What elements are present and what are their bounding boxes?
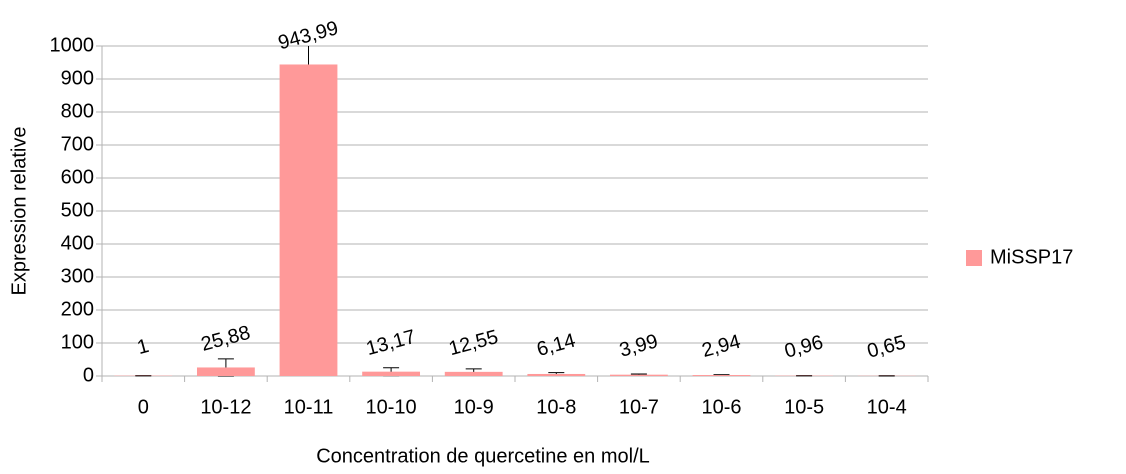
y-tick-label: 200 — [61, 298, 94, 320]
x-tick-label: 10-10 — [366, 396, 417, 418]
x-tick-label: 10-8 — [536, 396, 576, 418]
data-label: 6,14 — [534, 330, 577, 361]
y-tick-label: 1000 — [50, 34, 95, 56]
y-tick-label: 300 — [61, 265, 94, 287]
x-tick-label: 10-4 — [867, 396, 907, 418]
y-tick-label: 900 — [61, 67, 94, 89]
y-tick-label: 100 — [61, 331, 94, 353]
data-label: 1 — [135, 335, 151, 359]
legend-label: MiSSP17 — [990, 246, 1073, 268]
y-tick-label: 0 — [83, 364, 94, 386]
error-layer — [135, 0, 894, 376]
x-tick-label: 10-11 — [284, 396, 334, 418]
data-label: 12,55 — [446, 326, 500, 360]
data-label: 2,94 — [700, 331, 743, 362]
x-tick-label: 10-7 — [619, 396, 659, 418]
y-tick-label: 800 — [61, 100, 94, 122]
y-axis-title: Expression relative — [8, 127, 30, 296]
data-label: 3,99 — [617, 330, 660, 361]
data-label: 0,96 — [782, 331, 825, 362]
x-tick-label: 10-6 — [701, 396, 741, 418]
x-tick-label: 0 — [138, 396, 149, 418]
x-tick-label: 10-9 — [454, 396, 494, 418]
data-label: 25,88 — [199, 322, 253, 356]
bar — [610, 375, 668, 376]
bar — [527, 374, 585, 376]
bar — [445, 372, 503, 376]
data-label: 13,17 — [364, 326, 418, 360]
bar — [280, 64, 338, 376]
legend-swatch — [966, 250, 982, 266]
y-tick-label: 700 — [61, 133, 94, 155]
bar — [693, 375, 751, 376]
x-tick-label: 10-5 — [784, 396, 824, 418]
bar — [362, 372, 420, 376]
y-tick-label: 400 — [61, 232, 94, 254]
y-tick-label: 600 — [61, 166, 94, 188]
x-tick-label: 10-12 — [200, 396, 251, 418]
data-label: 0,65 — [865, 331, 908, 362]
bar — [197, 367, 255, 376]
x-axis-title: Concentration de quercetine en mol/L — [316, 445, 650, 467]
y-tick-label: 500 — [61, 199, 94, 221]
